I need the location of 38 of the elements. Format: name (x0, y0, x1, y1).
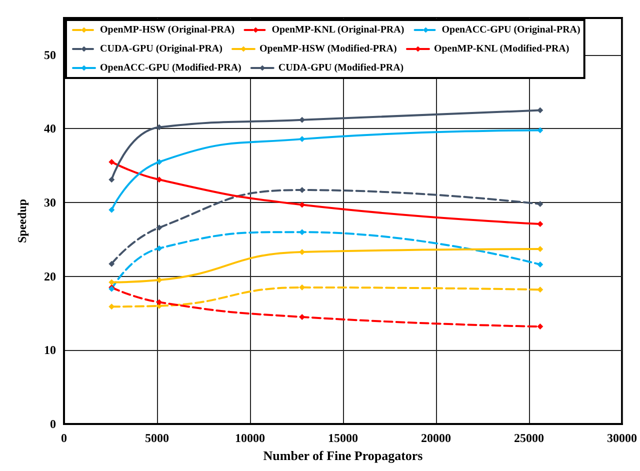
x-tick-label: 25000 (514, 431, 544, 445)
point (537, 286, 544, 293)
y-axis-title: Speedup (15, 198, 29, 244)
x-tick-label: 15000 (328, 431, 358, 445)
y-tick-label: 20 (44, 269, 56, 284)
legend-label: CUDA-GPU (Original-PRA) (100, 44, 222, 54)
legend-label: OpenACC-GPU (Original-PRA) (442, 24, 580, 36)
x-tick-label: 10000 (235, 431, 265, 445)
y-tick-label: 0 (50, 417, 56, 431)
point (108, 206, 115, 213)
legend-label: OpenMP-HSW (Original-PRA) (100, 24, 235, 36)
x-axis-title: Number of Fine Propagators (263, 448, 423, 463)
point (156, 176, 162, 183)
y-tick-label: 40 (44, 122, 56, 136)
legend-label: OpenMP-HSW (Modified-PRA) (259, 44, 397, 54)
legend-label: OpenACC-GPU (Modified-PRA) (100, 62, 242, 74)
x-tick-label: 0 (61, 431, 67, 445)
point (108, 176, 115, 183)
x-tick-label: 5000 (145, 431, 169, 445)
legend-label: OpenMP-KNL (Modified-PRA) (434, 44, 570, 54)
legend-label: OpenMP-KNL (Original-PRA) (272, 24, 404, 36)
point (156, 224, 162, 231)
x-tick-label: 20000 (421, 431, 451, 445)
y-tick-label: 50 (44, 48, 56, 62)
y-tick-label: 30 (44, 196, 56, 210)
point (108, 158, 115, 165)
point (537, 220, 544, 227)
point (537, 262, 544, 268)
point (156, 299, 162, 306)
point (537, 324, 544, 330)
y-tick-label: 10 (44, 343, 56, 358)
x-tick-label: 30000 (607, 431, 637, 445)
point (156, 245, 162, 252)
point (537, 201, 544, 208)
point (156, 277, 162, 284)
point (108, 260, 115, 267)
legend-label: CUDA-GPU (Modified-PRA) (278, 62, 404, 74)
point (156, 158, 162, 165)
